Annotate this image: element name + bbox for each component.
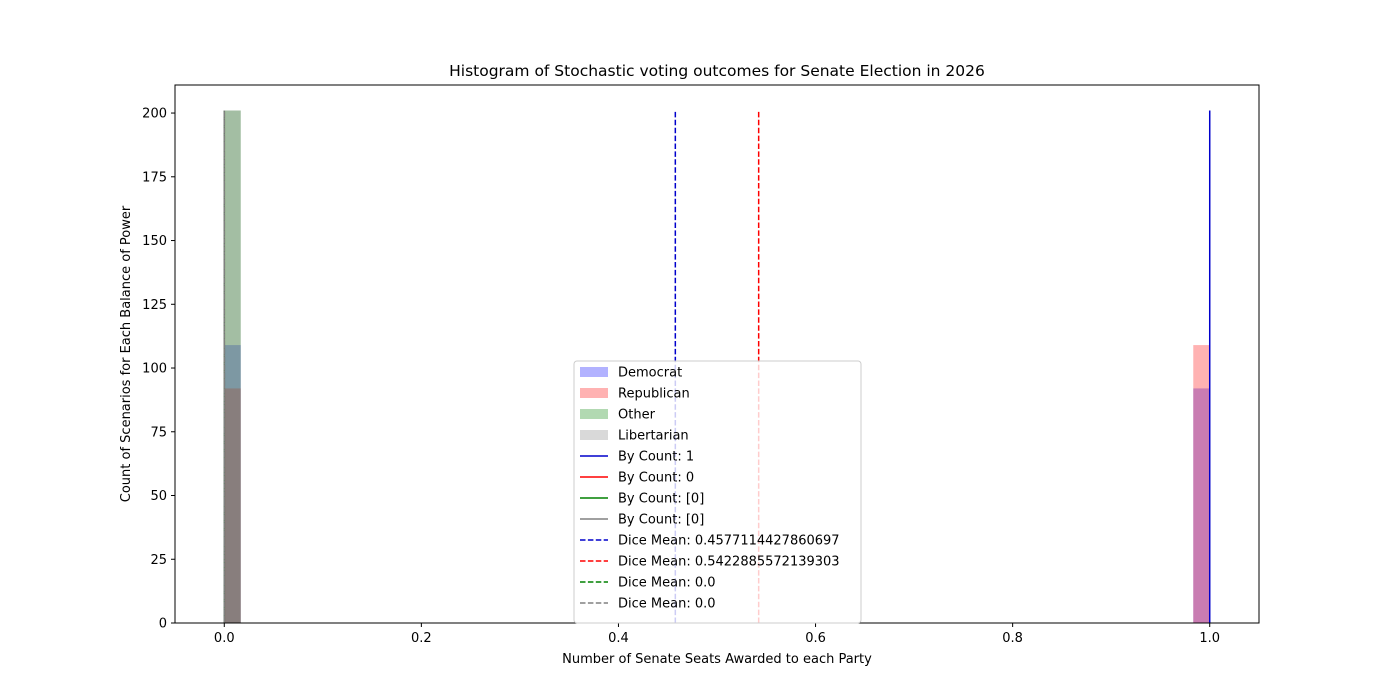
legend-entry-dice-mean-0-0-11: Dice Mean: 0.0 [580, 597, 716, 612]
legend: Democrat Republican Other Libertarian By Cou… [573, 360, 862, 624]
legend-box [573, 360, 862, 624]
bar-democrat-1 [1193, 388, 1210, 623]
y-tick-label-5: 125 [142, 298, 167, 313]
bar-republican-0 [224, 388, 241, 623]
chart-title: Histogram of Stochastic voting outcomes … [449, 62, 985, 80]
x-tick-label-5: 1.0 [1199, 631, 1220, 646]
legend-label-8: Dice Mean: 0.4577114427860697 [618, 534, 840, 549]
legend-entry-dice-mean-0-5422885572139303-9: Dice Mean: 0.5422885572139303 [580, 555, 840, 570]
legend-label-9: Dice Mean: 0.5422885572139303 [618, 555, 840, 570]
bar-libertarian-0 [224, 110, 241, 624]
y-tick-label-8: 200 [142, 107, 167, 122]
legend-entry-dice-mean-0-4577114427860697-8: Dice Mean: 0.4577114427860697 [580, 534, 840, 549]
legend-entry-by-count-0-5: By Count: 0 [580, 471, 694, 486]
y-tick-label-6: 150 [142, 234, 167, 249]
x-tick-label-4: 0.8 [1002, 631, 1023, 646]
legend-label-4: By Count: 1 [618, 450, 694, 465]
bar-democrat-0 [224, 345, 241, 623]
legend-label-11: Dice Mean: 0.0 [618, 597, 716, 612]
x-tick-label-0: 0.0 [214, 631, 235, 646]
y-tick-label-7: 175 [142, 170, 167, 185]
legend-entry-libertarian-3: Libertarian [580, 429, 689, 444]
legend-label-5: By Count: 0 [618, 471, 694, 486]
vlines-layer [223, 110, 1211, 623]
legend-entry-other-2: Other [580, 408, 656, 423]
bar-other-0 [224, 110, 241, 624]
x-tick-label-1: 0.2 [411, 631, 432, 646]
legend-swatch-other [580, 409, 608, 419]
legend-entry-by-count-0-6: By Count: [0] [580, 492, 704, 507]
y-tick-label-0: 0 [159, 617, 167, 632]
y-tick-label-4: 100 [142, 362, 167, 377]
legend-label-6: By Count: [0] [618, 492, 704, 507]
x-tick-label-2: 0.4 [608, 631, 629, 646]
legend-label-7: By Count: [0] [618, 513, 704, 528]
bars-layer [224, 110, 1210, 624]
y-tick-label-2: 50 [150, 489, 167, 504]
y-axis-ticks: 0 25 50 75 100 125 150 175 200 [142, 107, 175, 632]
plot-area [223, 110, 1211, 624]
legend-entry-by-count-1-4: By Count: 1 [580, 450, 694, 465]
y-tick-label-1: 25 [150, 553, 167, 568]
legend-label-10: Dice Mean: 0.0 [618, 576, 716, 591]
x-tick-label-3: 0.6 [805, 631, 826, 646]
x-axis-label: Number of Senate Seats Awarded to each P… [562, 652, 872, 667]
legend-entry-republican-1: Republican [580, 387, 690, 402]
legend-entry-dice-mean-0-0-10: Dice Mean: 0.0 [580, 576, 716, 591]
legend-label-2: Other [618, 408, 656, 423]
y-axis-label: Count of Scenarios for Each Balance of P… [119, 205, 134, 502]
y-tick-label-3: 75 [150, 425, 167, 440]
legend-entry-democrat-0: Democrat [580, 366, 682, 381]
legend-swatch-libertarian [580, 430, 608, 440]
bar-republican-1 [1193, 345, 1210, 623]
x-axis-ticks: 0.0 0.2 0.4 0.6 0.8 1.0 [214, 623, 1220, 646]
legend-swatch-democrat [580, 367, 608, 377]
legend-label-0: Democrat [618, 366, 682, 381]
legend-swatch-republican [580, 388, 608, 398]
legend-label-3: Libertarian [618, 429, 689, 444]
legend-entry-by-count-0-7: By Count: [0] [580, 513, 704, 528]
legend-label-1: Republican [618, 387, 690, 402]
